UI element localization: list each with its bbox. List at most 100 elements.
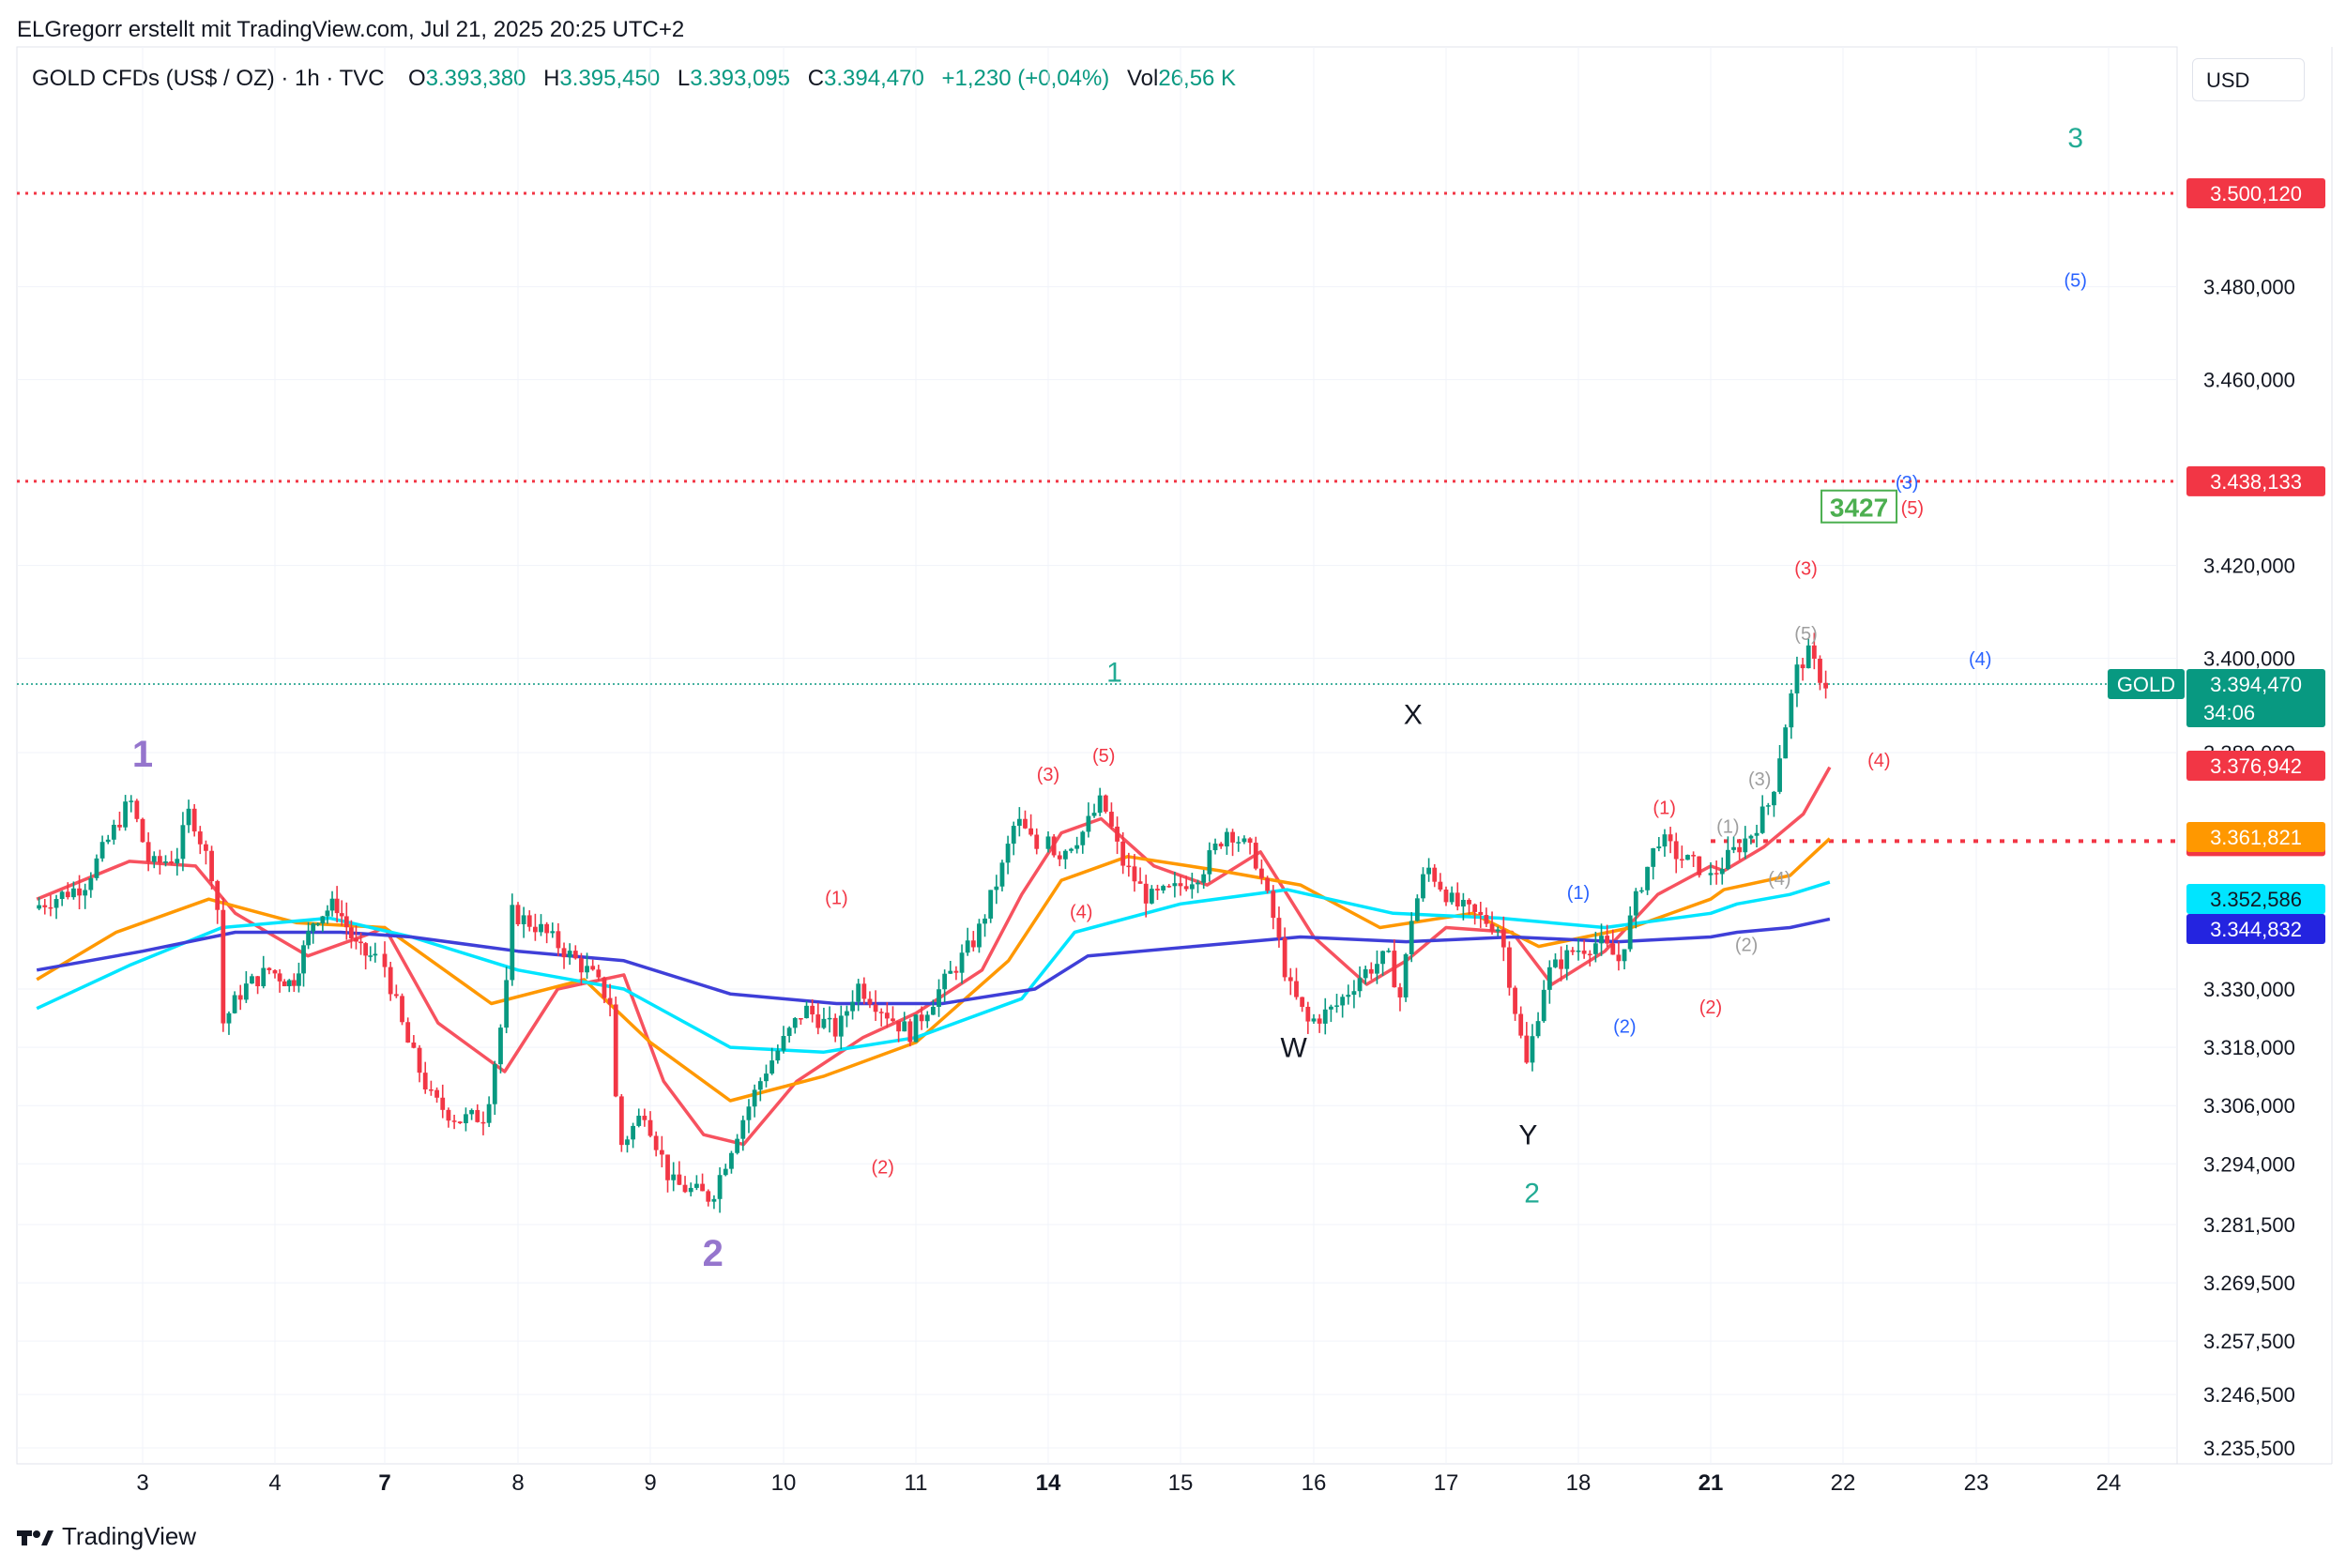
candle-body: [339, 913, 344, 917]
candle-body: [746, 1106, 752, 1120]
candle-body: [65, 891, 70, 898]
price-tick-label: 3.420,000: [2203, 555, 2295, 578]
candle-body: [282, 981, 287, 987]
wave-label: (4): [1070, 902, 1092, 922]
ema-tag-label: 3.361,821: [2210, 826, 2302, 849]
candle-body: [291, 980, 297, 986]
candle-body: [891, 1018, 895, 1022]
candle-body: [850, 1001, 855, 1012]
candle-body: [1143, 883, 1149, 904]
candle-body: [237, 995, 243, 1000]
candle-body: [59, 891, 65, 900]
candle-body: [325, 910, 330, 917]
candle-body: [1086, 815, 1091, 832]
candle-body: [151, 856, 157, 862]
candle-body: [400, 996, 404, 1023]
candle-body: [1126, 865, 1132, 868]
candle-body: [1656, 846, 1662, 848]
candle-body: [544, 923, 550, 934]
candle-body: [665, 1154, 670, 1180]
candle-body: [706, 1191, 711, 1202]
wave-label: (1): [1653, 798, 1675, 818]
candle-body: [821, 1018, 827, 1028]
candle-body: [1645, 866, 1650, 891]
candle-body: [1178, 883, 1183, 887]
candle-body: [810, 1005, 815, 1015]
wave-label: (5): [1794, 624, 1817, 645]
candle-body: [959, 952, 965, 973]
candle-body: [729, 1152, 734, 1169]
candle-body: [781, 1035, 786, 1051]
candle-body: [1080, 831, 1086, 845]
candle-body: [988, 890, 994, 919]
candle-body: [1673, 841, 1679, 860]
candle-body: [204, 844, 208, 851]
ema-tag: [2186, 914, 2325, 944]
price-tick-label: 3.400,000: [2203, 647, 2295, 671]
close-label: C: [807, 66, 825, 91]
tradingview-logo[interactable]: TradingView: [17, 1522, 196, 1551]
candle-body: [1109, 812, 1114, 827]
candle-body: [838, 1015, 844, 1037]
candle-body: [1091, 813, 1097, 816]
candle-body: [123, 801, 129, 828]
candle-body: [1183, 886, 1189, 890]
open-value: 3.393,380: [425, 66, 526, 91]
candle-body: [556, 931, 561, 949]
candle-body: [1731, 846, 1736, 850]
candle-body: [526, 915, 532, 927]
candle-body: [451, 1120, 457, 1122]
candle-body: [368, 955, 373, 957]
candle-body: [1368, 968, 1374, 974]
candle-body: [1062, 850, 1068, 860]
candle-body: [671, 1174, 677, 1180]
wave-label: (3): [1794, 559, 1817, 580]
price-tick-label: 3.269,500: [2203, 1271, 2295, 1295]
candle-body: [977, 923, 982, 948]
candle-body: [320, 916, 326, 924]
currency-selector[interactable]: USD: [2192, 58, 2305, 101]
candle-body: [1051, 836, 1057, 856]
candle-body: [930, 1007, 936, 1015]
price-axis: 3.480,0003.460,0003.420,0003.400,0003.38…: [2108, 178, 2325, 1460]
candle-body: [792, 1017, 798, 1028]
candle-body: [1287, 977, 1293, 982]
candle-body: [970, 940, 976, 948]
candle-body: [498, 1028, 503, 1065]
candle-body: [343, 916, 349, 928]
candle-body: [999, 862, 1005, 887]
candle-body: [1743, 838, 1748, 853]
time-tick-label: 7: [378, 1470, 390, 1496]
chart-grid: [16, 46, 2333, 1465]
candle-body: [682, 1184, 688, 1193]
candle-body: [53, 899, 59, 908]
candle-body: [1530, 1036, 1535, 1063]
time-tick-label: 15: [1168, 1470, 1194, 1496]
wave-label: (5): [1092, 746, 1115, 767]
candle-body: [1524, 1035, 1530, 1063]
candle-body: [913, 1014, 919, 1043]
candle-body: [272, 969, 278, 974]
wave-label: 2: [1524, 1179, 1540, 1210]
candle-body: [1748, 835, 1754, 839]
symbol-name[interactable]: GOLD CFDs (US$ / OZ) · 1h · TVC: [32, 66, 385, 91]
wave-label: X: [1404, 700, 1423, 731]
candle-body: [1028, 828, 1034, 835]
ema-tag: [2186, 751, 2325, 781]
candle-body: [579, 958, 584, 973]
candle-body: [334, 898, 340, 914]
candle-body: [693, 1183, 699, 1188]
candle-body: [348, 927, 354, 939]
candle-body: [1189, 884, 1195, 890]
candle-body: [1610, 943, 1616, 955]
candle-body: [83, 890, 88, 896]
candle-body: [878, 1012, 884, 1013]
candle-body: [1392, 951, 1397, 988]
wave-label: (2): [872, 1158, 894, 1179]
candle-body: [1276, 918, 1282, 938]
candle-body: [1777, 758, 1782, 792]
candle-body: [1685, 855, 1690, 860]
candle-body: [48, 906, 53, 909]
open-label: O: [407, 66, 426, 91]
